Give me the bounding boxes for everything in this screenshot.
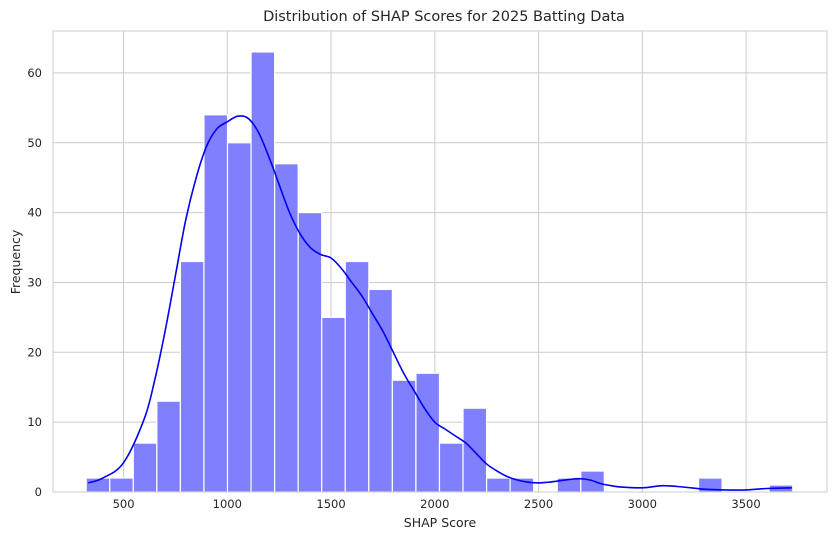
y-tick-label: 60	[27, 66, 42, 80]
histogram-bar	[321, 316, 346, 493]
y-tick-label: 40	[27, 206, 42, 220]
histogram-bar	[344, 260, 370, 493]
histogram-bar	[368, 288, 393, 493]
y-tick-label: 0	[35, 485, 42, 499]
histogram-bar	[462, 407, 488, 493]
histogram-bar	[203, 114, 229, 493]
y-tick-label: 30	[27, 275, 42, 289]
x-tick-label: 3500	[731, 497, 760, 511]
plot-border	[52, 30, 828, 493]
histogram-bar	[156, 400, 182, 493]
histogram-bar	[391, 379, 417, 493]
y-axis-label: Frequency	[8, 229, 23, 294]
kde-line	[88, 115, 792, 491]
x-tick-label: 1500	[316, 497, 345, 511]
x-axis-label: SHAP Score	[404, 515, 477, 530]
chart-title: Distribution of SHAP Scores for 2025 Bat…	[263, 9, 625, 25]
histogram-bar	[226, 142, 252, 493]
tick-labels: 500 1000 1500 2000 2500 3000 3500 0 10 20 30 40 50 60	[27, 66, 760, 511]
histogram-bar	[438, 442, 464, 493]
histogram-bars	[85, 51, 794, 493]
y-tick-label: 50	[27, 136, 42, 150]
histogram-bar	[250, 51, 276, 493]
axes-frame	[52, 30, 828, 493]
histogram-bar	[132, 442, 158, 493]
y-tick-label: 10	[27, 415, 42, 429]
kde-curve-group	[88, 115, 792, 491]
histogram-bar	[415, 372, 441, 493]
x-tick-label: 1000	[213, 497, 242, 511]
histogram-bar	[297, 212, 323, 493]
histogram-bar	[274, 163, 299, 493]
y-tick-label: 20	[27, 345, 42, 359]
histogram-bar	[509, 477, 535, 493]
x-tick-label: 500	[113, 497, 135, 511]
histogram-bar	[485, 477, 511, 493]
histogram-bar	[179, 260, 205, 493]
x-tick-label: 2500	[524, 497, 553, 511]
histogram-bar	[109, 477, 134, 493]
x-tick-label: 3000	[628, 497, 657, 511]
x-tick-label: 2000	[420, 497, 449, 511]
